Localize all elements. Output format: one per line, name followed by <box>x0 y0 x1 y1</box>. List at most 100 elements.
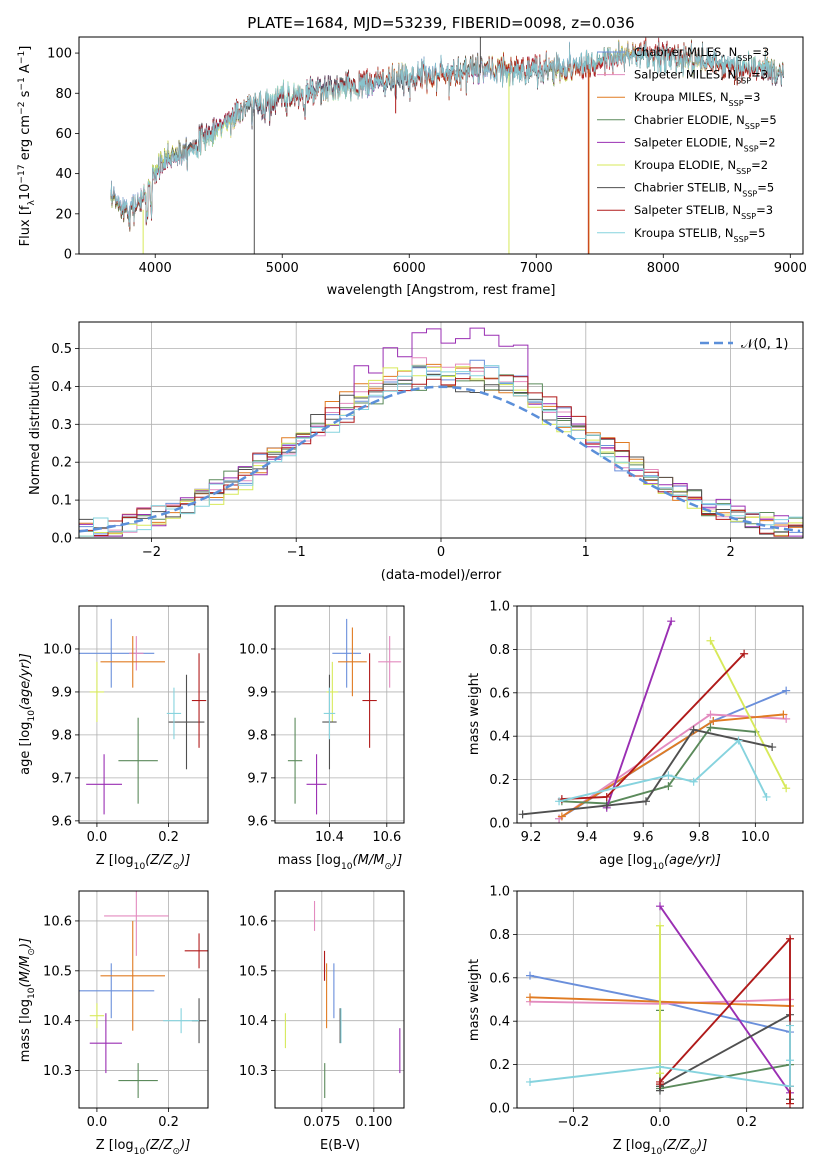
weight_vs_age-marker-kroupa_stelib <box>555 797 564 806</box>
weight_vs_z-frame <box>516 890 804 1109</box>
age_vs_mass-ytick-label: 9.7 <box>247 771 268 786</box>
age_vs_mass-ytick-label: 9.6 <box>247 814 268 829</box>
age_vs_mass-xtick-label: 10.4 <box>315 830 344 845</box>
residuals-plot-area <box>79 322 803 538</box>
weight_vs_z-ytick-label: 0.8 <box>489 928 510 943</box>
residuals-ytick-label: 0.1 <box>51 494 72 509</box>
mass-ebv-xlabel: E(B-V) <box>320 1138 360 1153</box>
mass_vs_z-ytick-label: 10.4 <box>43 1014 72 1029</box>
weight_vs_age-marker-chabrier_miles <box>782 686 791 695</box>
spectrum-xtick-label: 7000 <box>520 261 553 276</box>
weight_vs_age-marker-salpeter_miles <box>782 714 791 723</box>
weight-age-ylabel: mass weight <box>467 673 482 755</box>
mass_vs_ebv-ytick-label: 10.5 <box>239 964 268 979</box>
weight_vs_z-marker-kroupa_stelib <box>786 1082 794 1091</box>
weight_vs_age-marker-chabrier_stelib <box>689 725 698 734</box>
residuals-xtick-label: −2 <box>142 545 161 560</box>
weight-z-ylabel: mass weight <box>467 959 482 1041</box>
mass_vs_ebv-ytick-label: 10.4 <box>239 1014 268 1029</box>
weight_vs_z-ytick-label: 0.0 <box>489 1102 510 1117</box>
weight-age-xlabel: age [log10(age/yr)] <box>599 853 721 872</box>
residual-legend-label: 𝒩(0, 1) <box>741 337 788 352</box>
mass_vs_z-axes: 0.0 0.2 10.3 10.4 10.5 10.6 <box>43 890 209 1130</box>
residuals-xtick-label: −1 <box>287 545 306 560</box>
residuals-xtick-label: 0 <box>437 545 445 560</box>
mass-z-xlabel: Z [log10(Z/Z⊙)] <box>96 1138 191 1157</box>
residuals-ytick-label: 0.3 <box>51 418 72 433</box>
weight_vs_age-marker-salpeter_miles <box>706 710 715 719</box>
weight_vs_age-marker-kroupa_stelib <box>664 771 673 780</box>
weight_vs_age-marker-kroupa_stelib <box>734 736 743 745</box>
weight_vs_age-marker-chabrier_stelib <box>768 743 777 752</box>
mass_vs_z-plot-area <box>79 891 208 1108</box>
weight_vs_z-plot-area <box>517 891 803 1108</box>
residuals-xtick-label: 2 <box>726 545 734 560</box>
mass_vs_z-frame <box>78 890 209 1109</box>
weight_vs_z-marker-salpeter_stelib <box>656 1077 664 1086</box>
weight_vs_age-marker-salpeter_elodie <box>667 617 676 626</box>
weight_vs_z-marker-kroupa_stelib <box>526 1077 534 1086</box>
legend-label-chabrier_elodie: Chabrier ELODIE, NSSP=5 <box>634 113 777 131</box>
weight_vs_age-line-salpeter_elodie <box>605 620 673 809</box>
mass_vs_z-xtick-label: 0.2 <box>158 1115 179 1130</box>
age_vs_z-ytick-label: 9.7 <box>51 771 72 786</box>
age_vs_z-ytick-label: 10.0 <box>43 642 72 657</box>
spectrum-ytick-label: 20 <box>55 207 72 222</box>
legend-label-salpeter_stelib: Salpeter STELIB, NSSP=3 <box>634 203 773 221</box>
weight_vs_z-ytick-label: 0.4 <box>489 1015 510 1030</box>
spectrum-ytick-label: 80 <box>55 87 72 102</box>
legend-label-kroupa_stelib: Kroupa STELIB, NSSP=5 <box>634 226 765 244</box>
spectrum-xtick-label: 4000 <box>139 261 172 276</box>
residuals-xtick-label: 1 <box>582 545 590 560</box>
weight_vs_age-marker-kroupa_miles <box>779 710 788 719</box>
weight_vs_z-ytick-label: 0.6 <box>489 971 510 986</box>
weight_vs_z-marker-salpeter_elodie <box>656 902 664 911</box>
weight_vs_age-frame <box>516 605 804 824</box>
legend-label-chabrier_stelib: Chabrier STELIB, NSSP=5 <box>634 181 774 199</box>
weight_vs_z-marker-kroupa_elodie <box>656 921 664 930</box>
age-z-ylabel: age [log10(age/yr)] <box>18 653 37 775</box>
weight_vs_z-line-salpeter_elodie <box>659 905 791 1094</box>
weight_vs_z-xtick-label: −0.2 <box>558 1115 590 1130</box>
residual-hist-kroupa_stelib <box>79 365 803 538</box>
weight_vs_age-xtick-label: 9.8 <box>689 830 710 845</box>
weight_vs_age-axes: 9.2 9.4 9.6 9.8 10.0 0.0 0.2 0.4 0.6 0.8 1.0 <box>489 600 804 845</box>
spectrum-title: PLATE=1684, MJD=53239, FIBERID=0098, z=0… <box>247 14 634 32</box>
age_vs_z-axes: 0.0 0.2 9.6 9.7 9.8 9.9 10.0 <box>43 605 209 845</box>
weight_vs_age-marker-kroupa_stelib <box>689 777 698 786</box>
spectrum-plot-area <box>110 37 785 254</box>
weight_vs_z-marker-salpeter_stelib <box>786 1099 794 1108</box>
weight_vs_age-ytick-label: 0.0 <box>489 817 510 832</box>
spectrum-ytick-label: 60 <box>55 127 72 142</box>
age_vs_z-frame <box>78 605 209 824</box>
legend-label-kroupa_miles: Kroupa MILES, NSSP=3 <box>634 90 760 108</box>
mass_vs_z-ytick-label: 10.5 <box>43 964 72 979</box>
weight_vs_z-xtick-label: 0.2 <box>736 1115 757 1130</box>
mass_vs_ebv-plot-area <box>275 891 404 1108</box>
weight_vs_age-ytick-label: 1.0 <box>489 600 510 615</box>
weight_vs_age-ytick-label: 0.4 <box>489 730 510 745</box>
age-mass-xlabel: mass [log10(M/M⊙)] <box>278 853 402 872</box>
age_vs_mass-xtick-label: 10.6 <box>372 830 401 845</box>
normal-curve <box>79 385 801 533</box>
weight_vs_age-line-kroupa_elodie <box>709 640 788 789</box>
age-z-xlabel: Z [log10(Z/Z⊙)] <box>96 853 191 872</box>
weight_vs_z-ytick-label: 1.0 <box>489 885 510 900</box>
spectrum-ytick-label: 100 <box>47 47 72 62</box>
spectrum-xlabel: wavelength [Angstrom, rest frame] <box>327 283 556 298</box>
mass_vs_z-ytick-label: 10.3 <box>43 1064 72 1079</box>
spectrum-xtick-label: 6000 <box>393 261 426 276</box>
weight_vs_age-xtick-label: 10.0 <box>741 830 770 845</box>
weight_vs_z-marker-kroupa_stelib <box>786 1021 794 1030</box>
weight_vs_age-marker-chabrier_stelib <box>518 810 527 819</box>
mass_vs_ebv-ytick-label: 10.6 <box>239 914 268 929</box>
age_vs_z-ytick-label: 9.9 <box>51 685 72 700</box>
spectrum-line-kroupa_stelib <box>110 40 785 228</box>
age_vs_z-ytick-label: 9.6 <box>51 814 72 829</box>
residual-hist-salpeter_elodie <box>79 327 803 538</box>
weight_vs_z-marker-kroupa_miles <box>526 993 534 1002</box>
spectrum-legend: Chabrier MILES, NSSP=3 Salpeter MILES, NS… <box>597 45 777 243</box>
mass_vs_z-xtick-label: 0.0 <box>87 1115 108 1130</box>
weight_vs_age-marker-chabrier_elodie <box>706 723 715 732</box>
weight_vs_age-marker-kroupa_miles <box>709 717 718 726</box>
